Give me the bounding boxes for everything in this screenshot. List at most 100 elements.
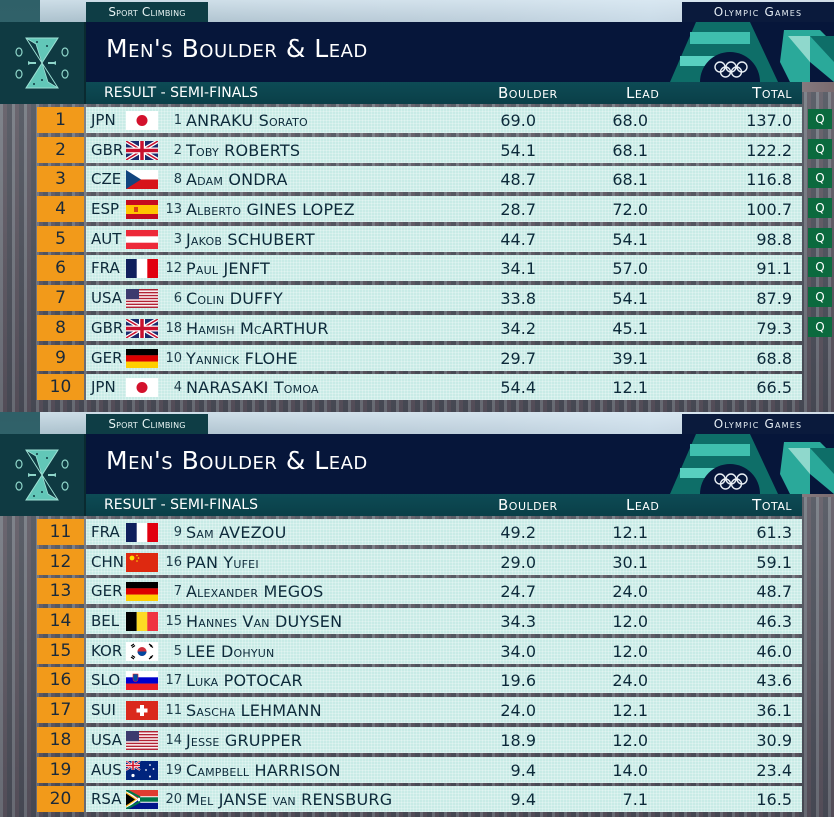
bib-number: 6 bbox=[173, 291, 182, 307]
sport-label: Sport Climbing bbox=[86, 2, 208, 22]
total-score: 87.9 bbox=[756, 289, 792, 309]
rank-cell: 8 bbox=[37, 314, 84, 341]
rank-cell: 13 bbox=[37, 578, 84, 605]
qualified-badge: Q bbox=[808, 138, 832, 159]
bib-number: 18 bbox=[165, 320, 182, 336]
total-score: 30.9 bbox=[756, 730, 792, 750]
athlete-name: ANRAKU Sorato bbox=[186, 111, 308, 130]
table-row: 6 FRA 12 Paul JENFT 34.1 57.0 91.1 Q bbox=[0, 254, 834, 284]
athlete-name: Mel JANSE van RENSBURG bbox=[186, 790, 393, 810]
noc-code: USA bbox=[91, 289, 123, 308]
athlete-cell: AUT 3 Jakob SCHUBERT 44.7 54.1 98.8 bbox=[86, 225, 802, 252]
noc-code: GER bbox=[91, 582, 123, 601]
flag-ger-icon bbox=[126, 349, 158, 368]
table-row: 14 BEL 15 Hannes Van DUYSEN 34.3 12.0 46… bbox=[0, 607, 834, 637]
table-row: 19 AUS 19 Campbell HARRISON 9.4 14.0 23.… bbox=[0, 756, 834, 786]
flag-sui-icon bbox=[126, 701, 158, 720]
sub-header: RESULT - SEMI-FINALS Boulder Lead Total bbox=[86, 494, 802, 516]
athlete-name: Jesse GRUPPER bbox=[186, 730, 303, 750]
boulder-score: 9.4 bbox=[510, 760, 536, 780]
bib-number: 13 bbox=[165, 202, 182, 218]
rank-cell: 6 bbox=[37, 255, 84, 282]
rank-cell: 19 bbox=[37, 756, 84, 783]
table-row: 13 GER 7 Alexander MEGOS 24.7 24.0 48.7 bbox=[0, 577, 834, 607]
athlete-name: Alexander MEGOS bbox=[186, 582, 324, 602]
table-row: 12 CHN 16 PAN Yufei 29.0 30.1 59.1 bbox=[0, 548, 834, 578]
flag-fra-icon bbox=[126, 523, 158, 542]
total-score: 23.4 bbox=[756, 760, 792, 780]
athlete-name: PAN Yufei bbox=[186, 552, 259, 572]
table-row: 4 ESP 13 Alberto GINES LOPEZ 28.7 72.0 1… bbox=[0, 195, 834, 225]
event-title: Men's Boulder & Lead bbox=[106, 34, 368, 63]
title-bar: Men's Boulder & Lead bbox=[86, 22, 834, 82]
total-score: 36.1 bbox=[756, 701, 792, 721]
noc-code: AUT bbox=[91, 229, 122, 248]
athlete-name: Yannick FLOHE bbox=[186, 348, 298, 368]
rank-cell: 1 bbox=[37, 107, 84, 133]
flag-rsa-icon bbox=[126, 790, 158, 809]
bib-number: 17 bbox=[165, 673, 182, 689]
lead-score: 14.0 bbox=[612, 760, 648, 780]
lead-score: 12.1 bbox=[612, 523, 648, 542]
scoreboard-panel-2: Sport Climbing Olympic Games Men's Bould… bbox=[0, 412, 834, 817]
athlete-cell: USA 6 Colin DUFFY 33.8 54.1 87.9 bbox=[86, 285, 802, 312]
total-score: 48.7 bbox=[756, 582, 792, 602]
athlete-name: Paul JENFT bbox=[186, 259, 270, 279]
bib-number: 14 bbox=[165, 732, 182, 748]
boulder-score: 24.0 bbox=[500, 701, 536, 721]
bib-number: 4 bbox=[173, 380, 182, 396]
rank-cell: 17 bbox=[37, 697, 84, 724]
athlete-cell: USA 14 Jesse GRUPPER 18.9 12.0 30.9 bbox=[86, 726, 802, 753]
sport-climbing-pictogram-icon bbox=[0, 434, 86, 516]
athlete-cell: GBR 2 Toby ROBERTS 54.1 68.1 122.2 bbox=[86, 136, 802, 163]
total-score: 46.0 bbox=[756, 641, 792, 661]
noc-code: GER bbox=[91, 348, 123, 367]
noc-code: GBR bbox=[91, 318, 124, 337]
rank-cell: 18 bbox=[37, 726, 84, 753]
qualified-badge: Q bbox=[808, 287, 832, 308]
table-row: 5 AUT 3 Jakob SCHUBERT 44.7 54.1 98.8 Q bbox=[0, 225, 834, 255]
athlete-name: Colin DUFFY bbox=[186, 289, 283, 309]
noc-code: KOR bbox=[91, 641, 123, 660]
table-row: 20 RSA 20 Mel JANSE van RENSBURG 9.4 7.1… bbox=[0, 785, 834, 815]
athlete-cell: ESP 13 Alberto GINES LOPEZ 28.7 72.0 100… bbox=[86, 196, 802, 223]
flag-jpn-icon bbox=[126, 378, 158, 397]
athlete-name: Alberto GINES LOPEZ bbox=[186, 200, 355, 220]
boulder-score: 34.0 bbox=[500, 641, 536, 661]
bib-number: 9 bbox=[173, 525, 182, 540]
flag-aut-icon bbox=[126, 230, 158, 249]
lead-score: 12.0 bbox=[612, 641, 648, 661]
table-row: 18 USA 14 Jesse GRUPPER 18.9 12.0 30.9 bbox=[0, 726, 834, 756]
lead-score: 45.1 bbox=[612, 318, 648, 338]
lead-score: 12.0 bbox=[612, 612, 648, 632]
athlete-cell: SUI 11 Sascha LEHMANN 24.0 12.1 36.1 bbox=[86, 697, 802, 724]
athlete-name: Luka POTOCAR bbox=[186, 671, 303, 691]
noc-code: SUI bbox=[91, 701, 116, 720]
bib-number: 7 bbox=[173, 584, 182, 600]
total-score: 46.3 bbox=[756, 612, 792, 632]
noc-code: ESP bbox=[91, 200, 120, 219]
boulder-score: 48.7 bbox=[500, 170, 536, 190]
bib-number: 20 bbox=[165, 792, 182, 808]
noc-code: JPN bbox=[91, 378, 116, 397]
lead-score: 68.0 bbox=[612, 111, 648, 130]
rank-cell: 16 bbox=[37, 667, 84, 694]
noc-code: USA bbox=[91, 730, 123, 749]
athlete-name: LEE Dohyun bbox=[186, 641, 275, 661]
total-score: 79.3 bbox=[756, 318, 792, 338]
total-score: 116.8 bbox=[746, 170, 792, 190]
bib-number: 19 bbox=[165, 762, 182, 778]
flag-gbr-icon bbox=[126, 319, 158, 338]
boulder-score: 49.2 bbox=[500, 523, 536, 542]
noc-code: JPN bbox=[91, 111, 116, 129]
event-title: Men's Boulder & Lead bbox=[106, 446, 368, 475]
noc-code: BEL bbox=[91, 612, 120, 631]
boulder-score: 34.1 bbox=[500, 259, 536, 279]
athlete-cell: FRA 9 Sam AVEZOU 49.2 12.1 61.3 bbox=[86, 519, 802, 545]
noc-code: CZE bbox=[91, 170, 122, 189]
athlete-cell: JPN 4 NARASAKI Tomoa 54.4 12.1 66.5 bbox=[86, 374, 802, 401]
rank-cell: 14 bbox=[37, 608, 84, 635]
qualified-badge: Q bbox=[808, 198, 832, 219]
noc-code: GBR bbox=[91, 140, 124, 159]
athlete-cell: FRA 12 Paul JENFT 34.1 57.0 91.1 bbox=[86, 255, 802, 282]
